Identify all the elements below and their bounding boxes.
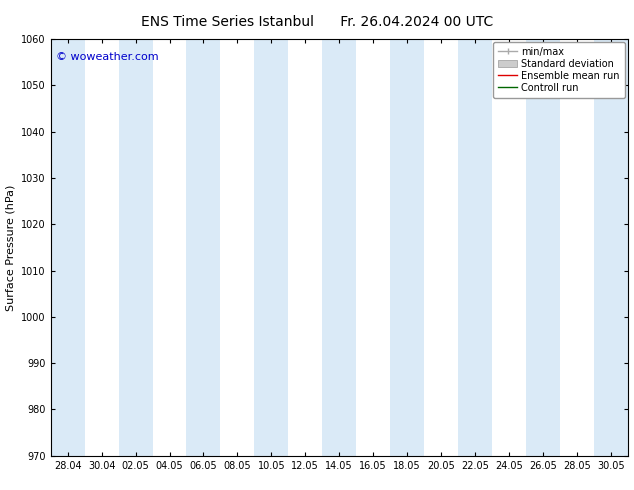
Bar xyxy=(51,39,85,456)
Y-axis label: Surface Pressure (hPa): Surface Pressure (hPa) xyxy=(6,184,16,311)
Bar xyxy=(390,39,424,456)
Legend: min/max, Standard deviation, Ensemble mean run, Controll run: min/max, Standard deviation, Ensemble me… xyxy=(493,42,624,98)
Bar xyxy=(593,39,628,456)
Bar xyxy=(254,39,288,456)
Bar xyxy=(186,39,221,456)
Bar xyxy=(458,39,492,456)
Text: ENS Time Series Istanbul      Fr. 26.04.2024 00 UTC: ENS Time Series Istanbul Fr. 26.04.2024 … xyxy=(141,15,493,29)
Bar xyxy=(526,39,560,456)
Bar xyxy=(322,39,356,456)
Bar xyxy=(119,39,153,456)
Text: © woweather.com: © woweather.com xyxy=(56,51,159,62)
